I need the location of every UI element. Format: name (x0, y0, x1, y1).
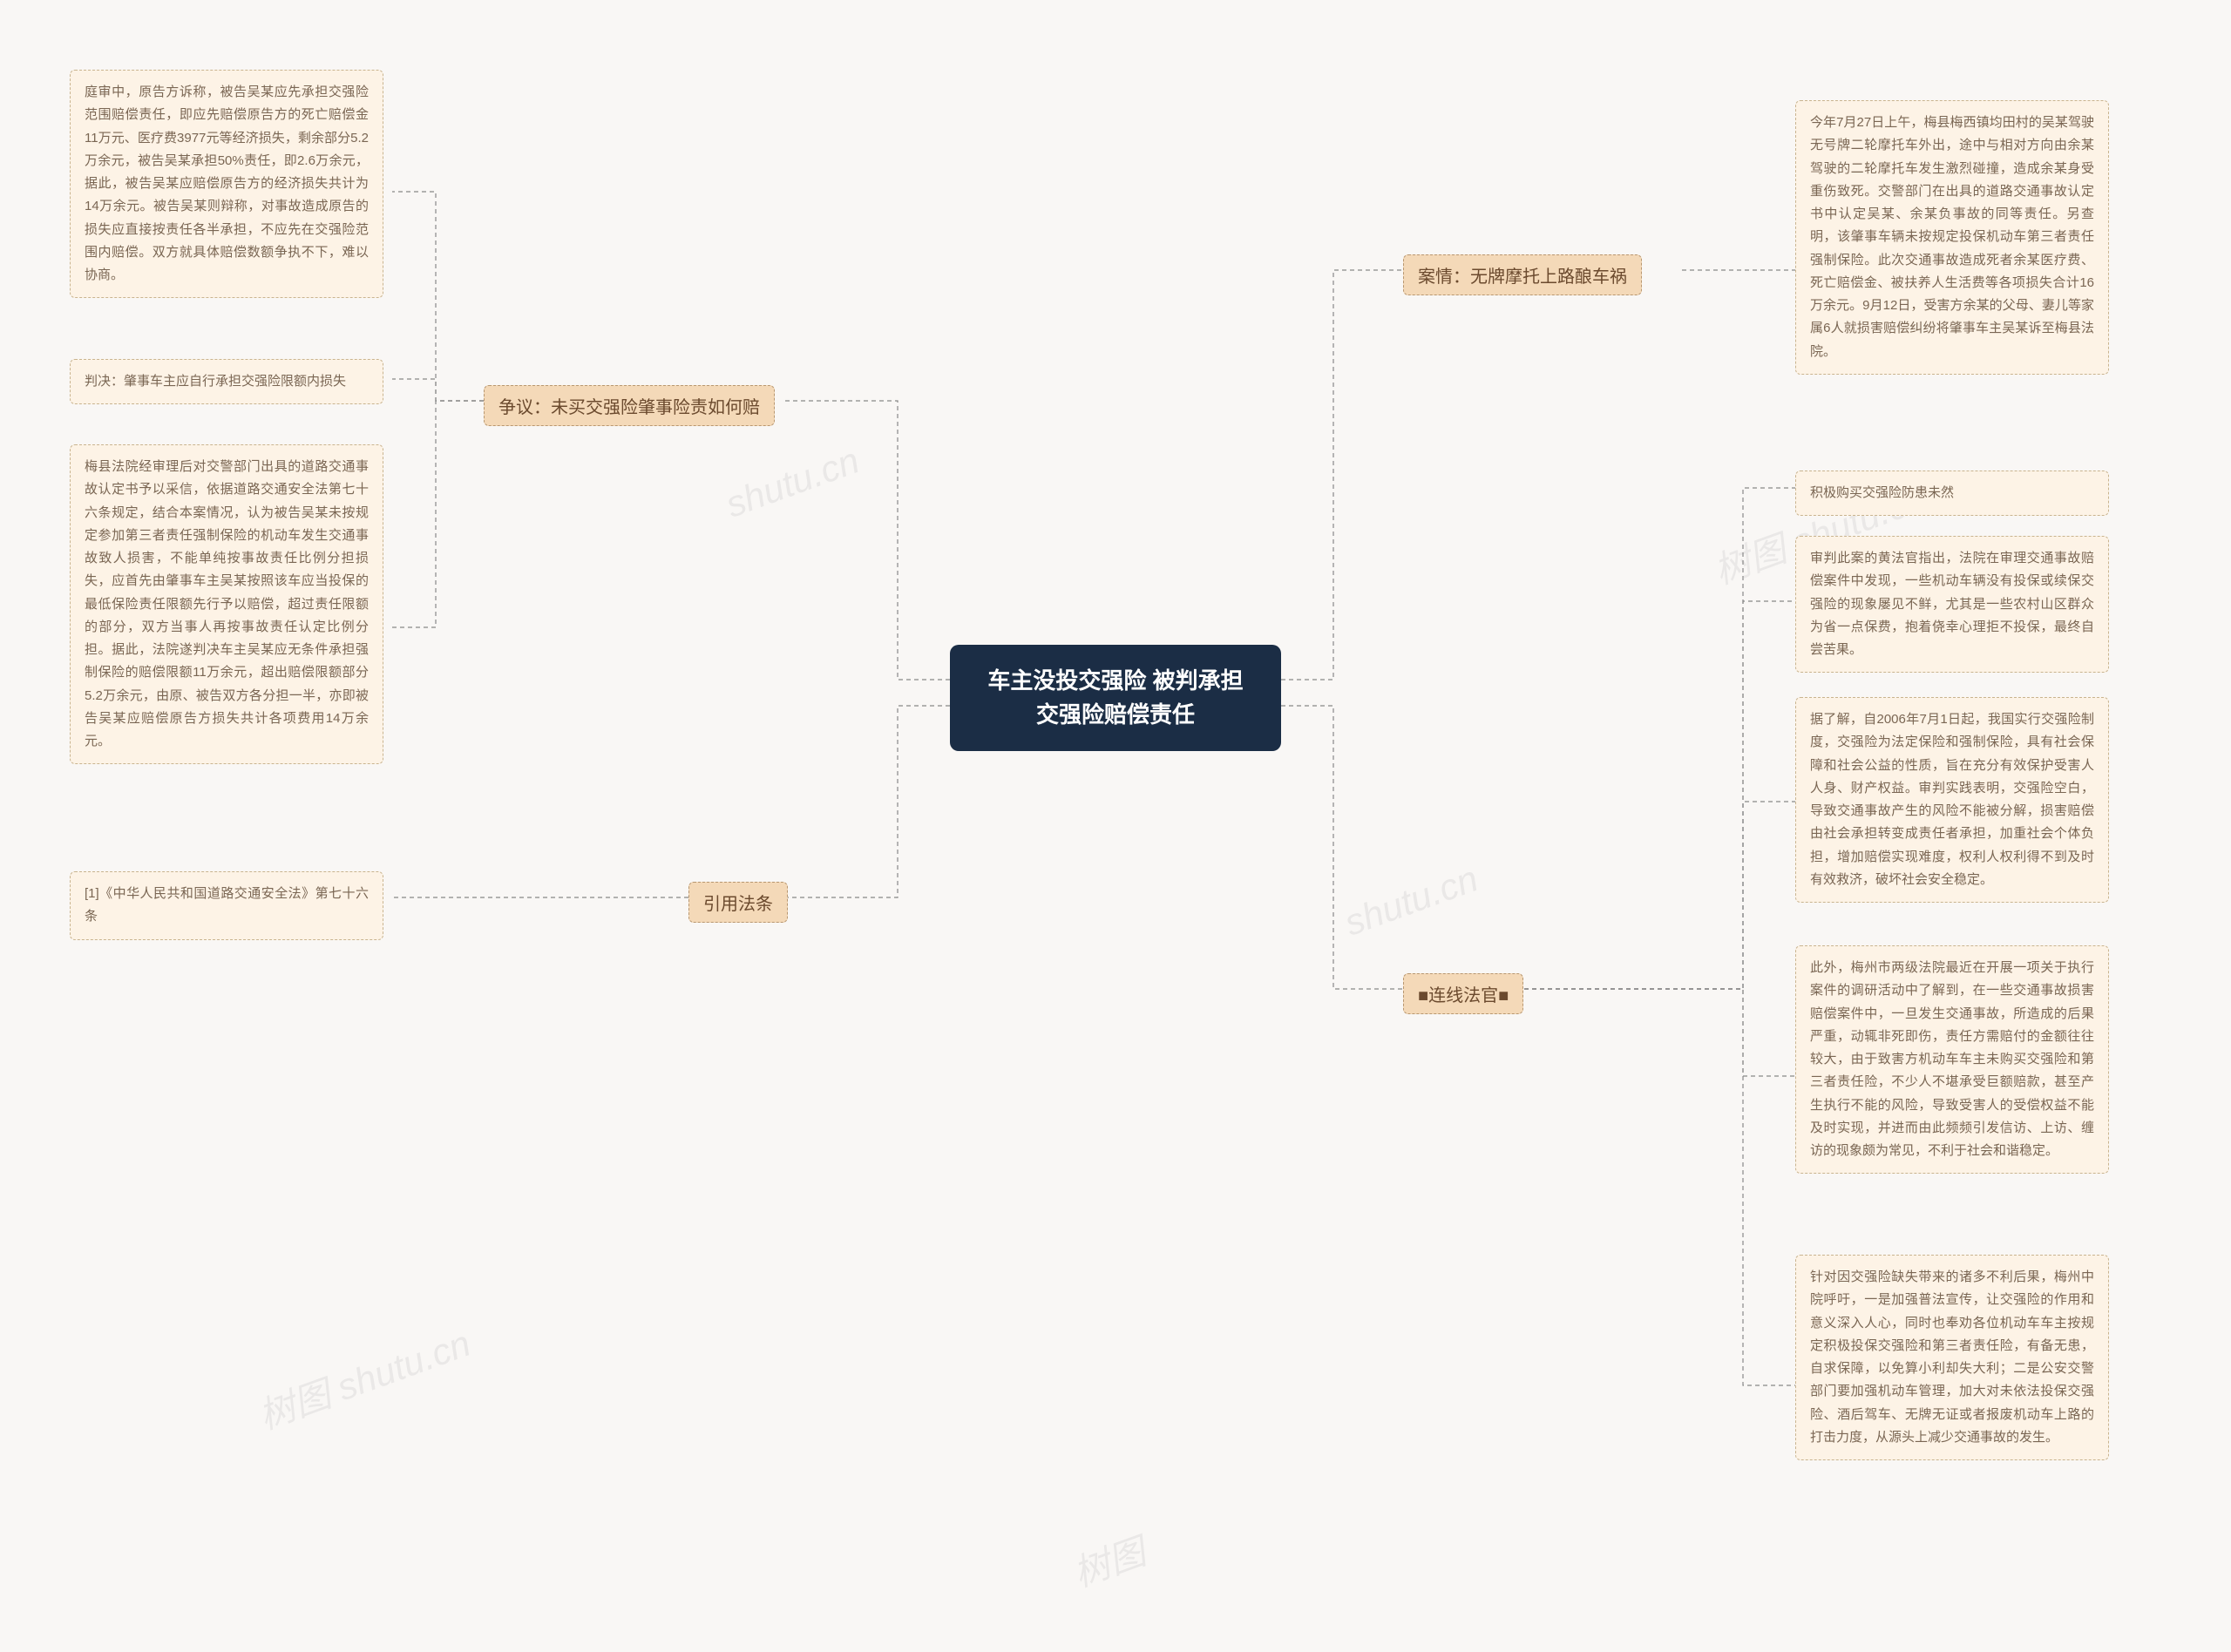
branch-dispute[interactable]: 争议：未买交强险肇事险责如何赔 (484, 385, 775, 426)
leaf-judge-1[interactable]: 积极购买交强险防患未然 (1795, 471, 2109, 516)
leaf-judge-3[interactable]: 据了解，自2006年7月1日起，我国实行交强险制度，交强险为法定保险和强制保险，… (1795, 697, 2109, 903)
center-line1: 车主没投交强险 被判承担 (987, 667, 1243, 694)
leaf-case-1[interactable]: 今年7月27日上午，梅县梅西镇均田村的吴某驾驶无号牌二轮摩托车外出，途中与相对方… (1795, 100, 2109, 375)
center-line2: 交强险赔偿责任 (1036, 701, 1195, 728)
watermark: 树图 (1065, 1522, 1152, 1597)
watermark: shutu.cn (1339, 857, 1484, 944)
leaf-dispute-1[interactable]: 庭审中，原告方诉称，被告吴某应先承担交强险范围赔偿责任，即应先赔偿原告方的死亡赔… (70, 70, 383, 298)
branch-cite[interactable]: 引用法条 (688, 882, 788, 923)
branch-judge[interactable]: ■连线法官■ (1403, 973, 1523, 1014)
center-topic[interactable]: 车主没投交强险 被判承担 交强险赔偿责任 (950, 645, 1281, 751)
leaf-dispute-2[interactable]: 判决：肇事车主应自行承担交强险限额内损失 (70, 359, 383, 404)
leaf-judge-2[interactable]: 审判此案的黄法官指出，法院在审理交通事故赔偿案件中发现，一些机动车辆没有投保或续… (1795, 536, 2109, 673)
leaf-dispute-3[interactable]: 梅县法院经审理后对交警部门出具的道路交通事故认定书予以采信，依据道路交通安全法第… (70, 444, 383, 764)
leaf-cite-1[interactable]: [1]《中华人民共和国道路交通安全法》第七十六条 (70, 871, 383, 940)
branch-case[interactable]: 案情：无牌摩托上路酿车祸 (1403, 254, 1642, 295)
watermark: shutu.cn (721, 439, 865, 525)
watermark: 树图 shutu.cn (250, 1314, 477, 1439)
leaf-judge-5[interactable]: 针对因交强险缺失带来的诸多不利后果，梅州中院呼吁，一是加强普法宣传，让交强险的作… (1795, 1255, 2109, 1460)
leaf-judge-4[interactable]: 此外，梅州市两级法院最近在开展一项关于执行案件的调研活动中了解到，在一些交通事故… (1795, 945, 2109, 1174)
